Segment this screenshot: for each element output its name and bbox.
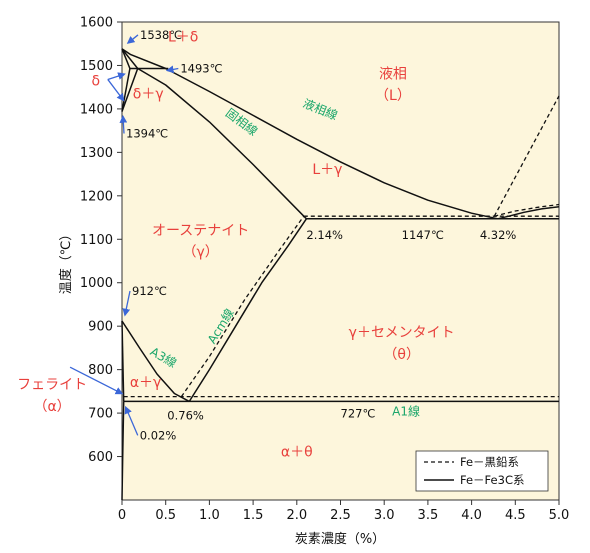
legend: Fe－黒鉛系 Fe－Fe3C系 xyxy=(415,450,549,492)
x-tick-label: 4.0 xyxy=(461,508,482,523)
legend-label-graphite: Fe－黒鉛系 xyxy=(460,455,519,469)
tick-layer: 0 0.5 1.0 1.5 2.0 2.5 3.0 3.5 4.0 4.5 5.0 600 700 800… xyxy=(80,16,569,524)
x-tick-label: 1.5 xyxy=(243,508,264,523)
point-label: 1538℃ xyxy=(140,28,182,42)
delta-arrow xyxy=(107,72,126,81)
x-tick-label: 2.0 xyxy=(286,508,307,523)
phase-label: δ xyxy=(91,73,100,89)
point-arrow xyxy=(165,65,179,74)
phase-label: （L） xyxy=(375,88,411,104)
phase-label: L＋γ xyxy=(312,162,342,178)
dashed-line-graphite-liquidus-low xyxy=(494,203,560,217)
x-tick-label: 1.0 xyxy=(199,508,220,523)
line-name-label: A1線 xyxy=(392,403,420,418)
phase-label: （α） xyxy=(33,399,70,415)
y-tick-label: 1600 xyxy=(80,16,113,31)
point-label: 4.32% xyxy=(480,228,517,242)
x-tick-label: 4.5 xyxy=(505,508,526,523)
solid-line-A3 xyxy=(121,320,190,403)
arrow-layer xyxy=(69,34,179,436)
y-tick-label: 700 xyxy=(88,407,113,422)
phase-label: （θ） xyxy=(383,347,420,363)
y-tick-label: 1500 xyxy=(80,59,113,74)
solid-line-Acm xyxy=(188,218,308,402)
phase-label: δ＋γ xyxy=(133,86,164,102)
phase-label: γ＋セメンタイト xyxy=(349,325,455,341)
y-tick-label: 1000 xyxy=(80,276,113,291)
y-tick-label: 1200 xyxy=(80,189,113,204)
phase-label: （γ） xyxy=(183,245,219,261)
x-tick-label: 3.5 xyxy=(418,508,439,523)
x-tick-label: 0 xyxy=(118,508,126,523)
solid-line-solidus xyxy=(137,67,307,220)
point-arrow xyxy=(124,405,139,436)
dashed-line-graphite-liquidus xyxy=(493,95,560,217)
y-tick-label: 1100 xyxy=(80,233,113,248)
y-axis-label: 温度（℃） xyxy=(58,228,74,295)
x-tick-label: 5.0 xyxy=(549,508,570,523)
solid-line-ferrite-solvus xyxy=(121,320,125,402)
plot-area xyxy=(121,21,560,501)
x-tick-label: 2.5 xyxy=(330,508,351,523)
solid-line-delta-gamma xyxy=(121,68,139,112)
point-label: 1493℃ xyxy=(180,61,222,75)
point-arrow xyxy=(119,114,128,134)
point-label: 2.14% xyxy=(306,228,343,242)
phase-label: オーステナイト xyxy=(152,223,249,239)
solid-line-gamma-liquid-iron xyxy=(121,48,139,69)
phase-label: α＋γ xyxy=(130,375,162,391)
x-axis-label: 炭素濃度（%） xyxy=(295,531,385,547)
phase-label: L＋δ xyxy=(168,30,198,46)
point-arrow xyxy=(122,290,131,317)
point-label: 0.02% xyxy=(140,428,177,442)
solid-line-ferrite-solvus-low xyxy=(121,401,125,501)
x-tick-label: 3.0 xyxy=(374,508,395,523)
y-tick-label: 900 xyxy=(88,320,113,335)
y-tick-label: 1300 xyxy=(80,146,113,161)
solid-line-delta-solvus xyxy=(121,68,131,112)
point-arrow xyxy=(126,34,139,44)
phase-label: α＋θ xyxy=(281,445,313,461)
solid-line-liquidus xyxy=(121,48,498,220)
legend-label-cementite: Fe－Fe3C系 xyxy=(460,473,524,487)
solid-line-liquidus-fe3c xyxy=(497,205,560,220)
x-tick-label: 0.5 xyxy=(155,508,176,523)
solid-line-delta-liquidus xyxy=(121,48,131,69)
dashed-line-graphite-acm xyxy=(180,215,305,397)
y-tick-label: 800 xyxy=(88,363,113,378)
point-label: 727℃ xyxy=(341,406,376,420)
delta-arrow-2 xyxy=(107,79,125,102)
point-label: 912℃ xyxy=(132,284,167,298)
y-tick-label: 1400 xyxy=(80,102,113,117)
point-label: 0.76% xyxy=(167,408,204,422)
y-tick-label: 600 xyxy=(88,450,113,465)
point-label: 1147℃ xyxy=(402,228,444,242)
phase-label: 液相 xyxy=(379,66,407,82)
point-label: 1394℃ xyxy=(126,127,168,141)
ferrite-arrow xyxy=(69,366,124,395)
line-layer xyxy=(121,48,560,501)
phase-label: フェライト xyxy=(17,377,87,393)
legend-box xyxy=(415,450,549,492)
